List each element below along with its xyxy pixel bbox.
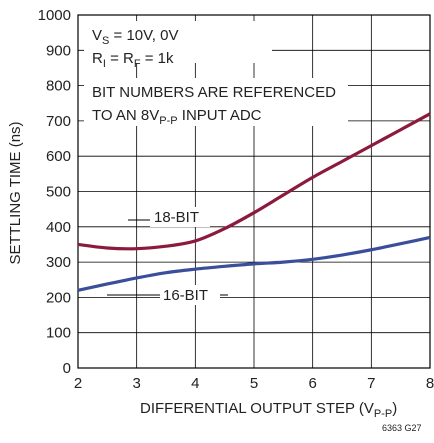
x-tick-label: 6 xyxy=(308,375,316,392)
series-line-16bit xyxy=(77,235,431,292)
series-line-18bit xyxy=(77,112,431,251)
y-axis-title: SETTLING TIME (ns) xyxy=(7,121,24,264)
x-tick-label: 5 xyxy=(250,375,258,392)
y-tick-label: 500 xyxy=(46,184,71,201)
y-tick-label: 300 xyxy=(46,254,71,271)
label-bg-18bit xyxy=(150,207,210,227)
annotation-background xyxy=(84,21,272,63)
annotation-resistors: RI = RF = 1k xyxy=(92,50,174,70)
x-tick-label: 7 xyxy=(367,375,375,392)
x-tick-label: 2 xyxy=(74,375,82,392)
y-tick-label: 400 xyxy=(46,219,71,236)
y-tick-label: 200 xyxy=(46,289,71,306)
series-label-16bit: 16-BIT xyxy=(163,287,208,304)
y-tick-labels: 0 100 200 300 400 500 600 700 800 900 1000 xyxy=(38,7,71,377)
annotation-adc-note: TO AN 8VP-P INPUT ADC xyxy=(92,107,262,127)
x-tick-labels: 2 3 4 5 6 7 8 xyxy=(74,375,434,392)
y-tick-label: 900 xyxy=(46,42,71,59)
x-tick-label: 4 xyxy=(191,375,199,392)
annotation-bit-note: BIT NUMBERS ARE REFERENCED xyxy=(92,84,336,101)
y-tick-label: 0 xyxy=(63,360,71,377)
series-label-18bit: 18-BIT xyxy=(154,209,199,226)
plot-frame xyxy=(77,14,431,369)
figure-code: 6363 G27 xyxy=(382,423,422,433)
series xyxy=(77,112,431,292)
y-tick-label: 1000 xyxy=(38,7,71,24)
y-tick-label: 100 xyxy=(46,325,71,342)
y-tick-label: 700 xyxy=(46,113,71,130)
y-tick-label: 600 xyxy=(46,148,71,165)
grid xyxy=(77,14,431,369)
label-bg-16bit xyxy=(160,285,220,305)
x-tick-label: 3 xyxy=(132,375,140,392)
x-tick-label: 8 xyxy=(426,375,434,392)
x-axis-title: DIFFERENTIAL OUTPUT STEP (VP-P) xyxy=(140,400,397,420)
y-tick-label: 800 xyxy=(46,78,71,95)
annotation-background-2 xyxy=(84,78,348,126)
annotation-supply: VS = 10V, 0V xyxy=(92,27,178,47)
